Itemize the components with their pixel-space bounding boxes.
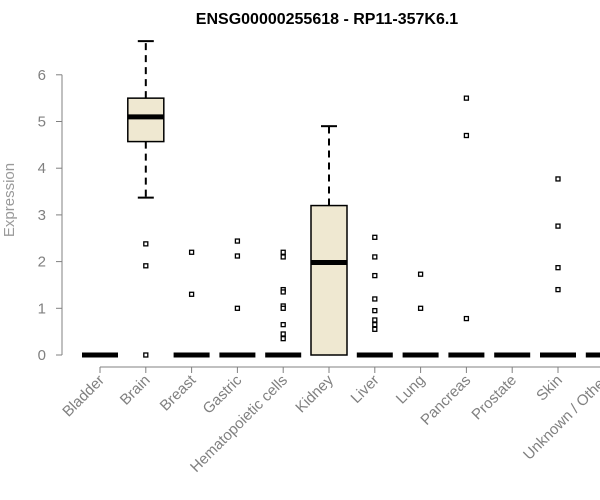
- box-group: [265, 249, 302, 358]
- outlier-point: [280, 336, 286, 342]
- y-tick-label: 6: [38, 67, 46, 84]
- outlier-point: [280, 321, 286, 328]
- x-tick-label: Pancreas: [417, 372, 474, 429]
- outlier-point: [234, 305, 241, 311]
- outlier-point: [234, 253, 241, 259]
- outlier-point: [280, 249, 286, 255]
- box-group: [219, 238, 256, 358]
- y-tick-label: 5: [38, 114, 46, 131]
- outlier-point: [417, 305, 424, 311]
- outlier-point: [280, 254, 286, 260]
- x-tick-label: Lung: [393, 372, 429, 408]
- y-tick-label: 0: [38, 347, 46, 364]
- chart-title: ENSG00000255618 - RP11-357K6.1: [196, 11, 459, 28]
- box-group: [448, 95, 485, 358]
- outlier-point: [372, 307, 378, 314]
- outlier-point: [280, 331, 286, 337]
- y-tick-label: 4: [38, 160, 46, 177]
- outlier-point: [143, 352, 149, 358]
- box-group: [173, 249, 210, 358]
- x-tick-label: Liver: [348, 372, 383, 407]
- outlier-point: [372, 326, 378, 332]
- y-axis: 0 1 2 3 4 5 6: [38, 67, 63, 364]
- outlier-point: [555, 176, 561, 182]
- outlier-point: [188, 249, 195, 255]
- outlier-point: [372, 321, 378, 328]
- x-tick-label: Brain: [117, 372, 154, 409]
- outlier-point: [372, 272, 378, 279]
- x-tick-label: Gastric: [200, 371, 246, 417]
- box-group: [127, 40, 165, 358]
- outlier-point: [188, 291, 195, 297]
- outlier-point: [372, 296, 378, 302]
- box-group: [356, 234, 393, 358]
- x-tick-label: Prostate: [468, 372, 520, 424]
- x-tick-label: Bladder: [59, 372, 108, 421]
- y-tick-label: 2: [38, 254, 46, 271]
- x-tick-label: Breast: [157, 371, 200, 414]
- box-group: [402, 271, 439, 358]
- x-tick-label: Skin: [533, 372, 566, 405]
- outlier-point: [234, 238, 241, 244]
- outlier-point: [372, 234, 378, 240]
- box-group: [585, 352, 600, 358]
- outlier-point: [463, 95, 470, 101]
- outlier-point: [417, 271, 424, 277]
- outlier-point: [143, 241, 149, 247]
- box-group: [310, 125, 348, 356]
- outlier-point: [463, 315, 470, 322]
- y-tick-label: 1: [38, 300, 46, 317]
- outlier-point: [280, 289, 286, 295]
- outlier-point: [372, 254, 378, 260]
- outlier-point: [143, 263, 149, 269]
- outlier-point: [555, 265, 561, 271]
- outlier-point: [463, 132, 470, 139]
- box-iqr: [310, 204, 348, 356]
- outlier-point: [555, 286, 561, 293]
- outlier-point: [372, 317, 378, 323]
- y-tick-label: 3: [38, 207, 46, 224]
- plot-area: [82, 40, 600, 358]
- x-tick-label: Kidney: [292, 371, 337, 416]
- outlier-point: [280, 305, 286, 311]
- box-group: [540, 176, 576, 358]
- box-iqr: [127, 97, 165, 143]
- y-axis-label: Expression: [1, 163, 18, 237]
- outlier-point: [555, 223, 561, 229]
